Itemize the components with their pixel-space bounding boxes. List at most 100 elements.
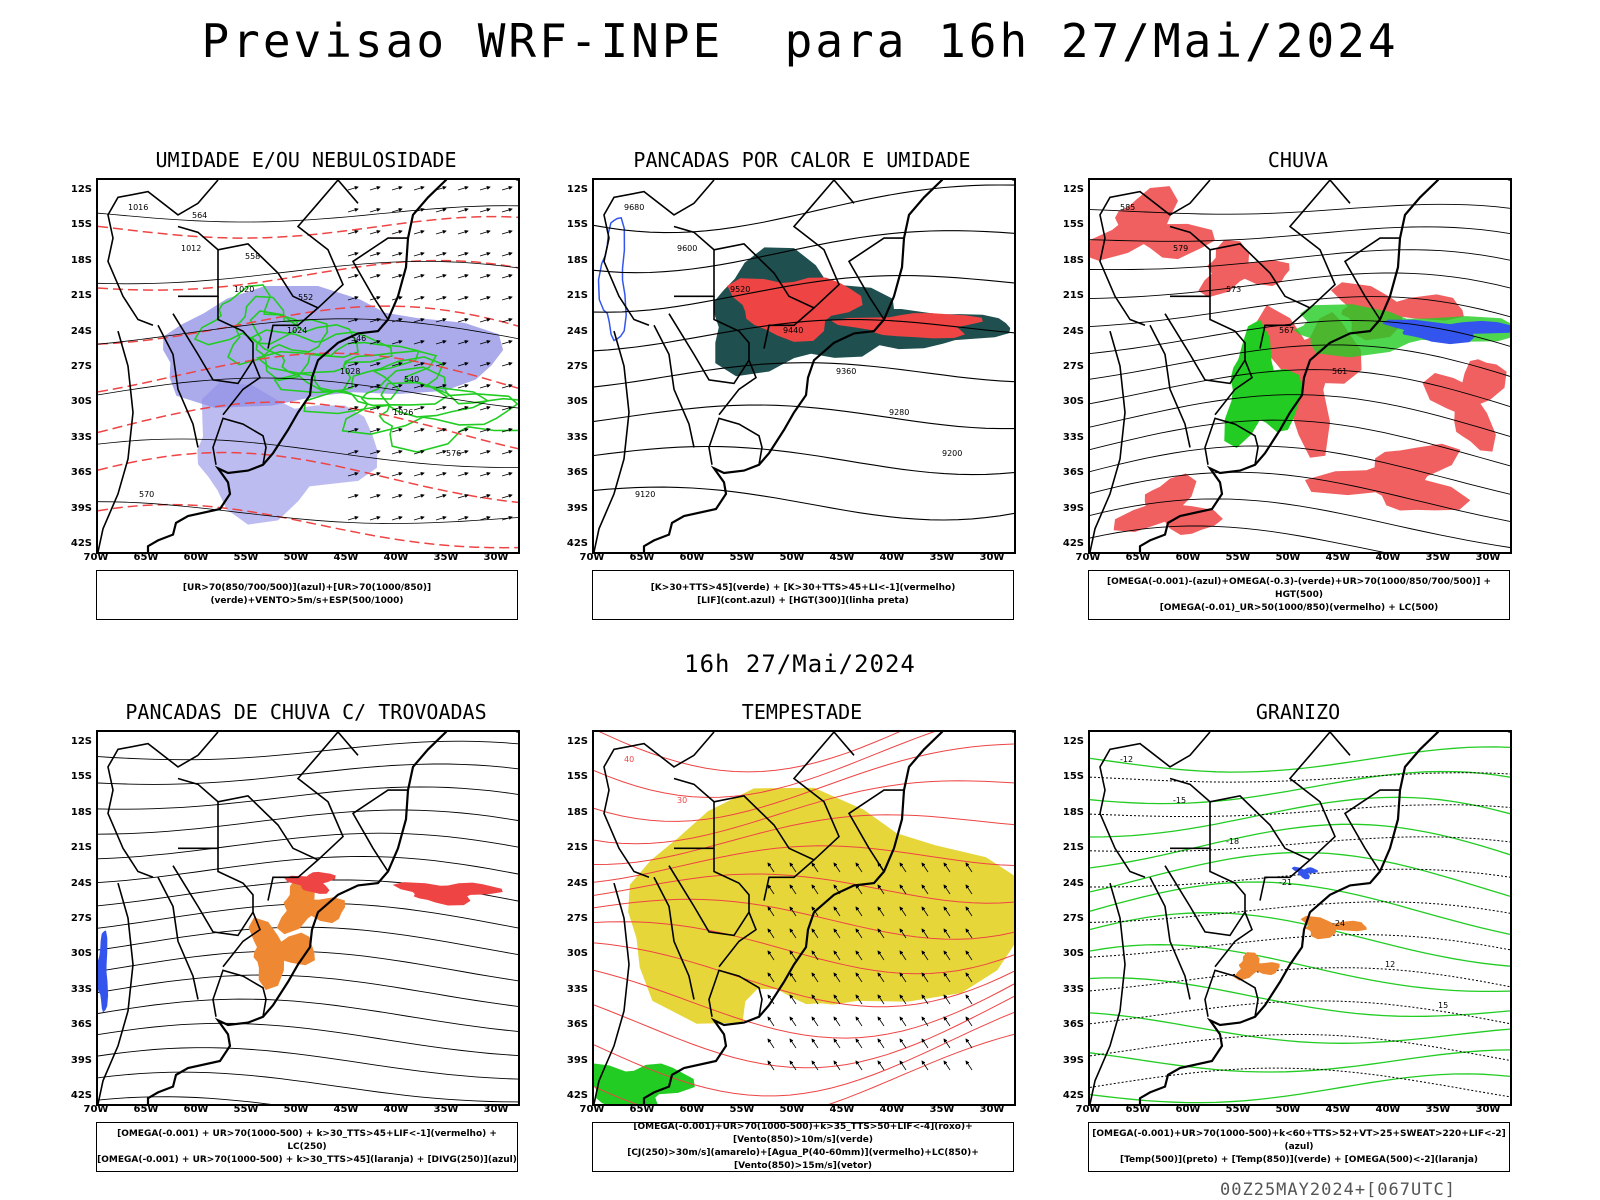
lon-tick-label: 35W	[1425, 552, 1451, 563]
country-border	[172, 848, 254, 937]
country-border	[212, 417, 267, 465]
temp-500-line	[1090, 836, 1510, 852]
wind-vector	[943, 994, 951, 1005]
wind-vector	[457, 450, 469, 455]
wind-vector	[767, 972, 775, 983]
contour-label: 9360	[836, 367, 856, 376]
wind-vector	[369, 252, 381, 257]
wind-vector	[501, 406, 513, 411]
temp-500-line	[1090, 772, 1510, 783]
wind-vector	[501, 318, 513, 323]
lat-tick-label: 30S	[566, 948, 588, 960]
streamline	[98, 763, 518, 785]
wind-vector	[457, 274, 469, 279]
country-border	[1099, 180, 1211, 327]
streamline	[98, 809, 518, 835]
thickness-line	[98, 259, 518, 291]
wind-vector	[943, 906, 951, 917]
wind-vector	[811, 950, 819, 961]
wind-vector	[413, 274, 425, 279]
country-border	[351, 789, 408, 872]
lat-tick-label: 12S	[1062, 736, 1084, 747]
lon-tick-label: 50W	[1275, 552, 1301, 563]
wind-vector	[391, 450, 403, 455]
wind-vector	[347, 428, 359, 433]
wind-vector	[413, 494, 425, 499]
wind-vector	[347, 252, 359, 257]
wind-vector	[479, 428, 491, 433]
lat-tick-label: 30S	[566, 396, 588, 408]
wind-vector	[811, 972, 819, 983]
lon-tick-label: 70W	[83, 1104, 109, 1115]
contour-label: 570	[139, 490, 154, 499]
lat-tick-label: 39S	[566, 502, 588, 514]
wind-vector	[965, 928, 973, 939]
wind-vector	[877, 994, 885, 1005]
wind-vector	[369, 472, 381, 477]
country-border	[1204, 969, 1259, 1017]
lat-tick-label: 30S	[1062, 948, 1084, 960]
wind-vector	[479, 516, 491, 521]
wind-vector	[899, 972, 907, 983]
pressure-line	[98, 318, 518, 345]
panel-title-5: TEMPESTADE	[741, 700, 863, 724]
map-panel-3: 585 579 573 567 561	[1088, 178, 1512, 554]
legend-box-6: [OMEGA(-0.001)+UR>70(1000-500)+k<60+TTS>…	[1088, 1122, 1510, 1172]
legend-line: [OMEGA(-0.001)+UR>70(1000-500)+k>35_TTS>…	[633, 1122, 973, 1145]
contour-label: 12	[1385, 960, 1395, 969]
wind-vector	[479, 494, 491, 499]
map-canvas: 1016 1012 1020 1024 1028 1026 576 570 564 558 552 5…	[98, 180, 518, 552]
lon-tick-label: 30W	[1475, 552, 1501, 563]
height-line	[1090, 419, 1510, 467]
wind-vector	[435, 362, 447, 367]
lon-tick-label: 30W	[1475, 1104, 1501, 1115]
lat-tick-label: 33S	[566, 431, 588, 443]
streamline-850	[594, 996, 1014, 1069]
wind-vector	[457, 296, 469, 301]
wind-vector	[943, 972, 951, 983]
height-line	[1090, 249, 1510, 271]
height-line	[594, 274, 1014, 313]
streamline	[98, 1096, 272, 1104]
wind-vector	[767, 906, 775, 917]
wind-vector	[767, 994, 775, 1005]
country-border	[212, 969, 267, 1017]
streamline-850	[594, 814, 1014, 865]
contour-label: 40	[624, 755, 634, 764]
wind-vector	[391, 318, 403, 323]
wind-vector	[789, 994, 797, 1005]
wind-vector	[457, 406, 469, 411]
lat-tick-label: 18S	[70, 806, 92, 818]
lat-tick-label: 21S	[1062, 842, 1084, 854]
wind-vector	[921, 884, 929, 895]
streamline-850	[594, 1011, 1014, 1097]
wind-vector	[501, 516, 513, 521]
lat-tick-label: 36S	[70, 467, 92, 479]
humidity-contour	[341, 366, 518, 436]
lat-tick-label: 27S	[70, 361, 92, 372]
lon-tick-label: 60W	[679, 552, 705, 563]
wind-vector	[369, 230, 381, 235]
humidity-area	[197, 382, 378, 525]
country-border	[1259, 732, 1351, 901]
country-border	[1149, 876, 1191, 1000]
map-panel-6: -12 -15 -18 -21 -24 12 15	[1088, 730, 1512, 1106]
lon-tick-label: 65W	[1125, 552, 1151, 563]
lon-tick-label: 35W	[1425, 1104, 1451, 1115]
lat-tick-label: 15S	[70, 771, 92, 783]
streamline	[98, 926, 518, 956]
contour-label: 585	[1120, 203, 1135, 212]
lon-tick-label: 65W	[133, 1104, 159, 1115]
wind-vector	[435, 428, 447, 433]
lat-tick-label: 24S	[70, 325, 92, 337]
wind-vector	[789, 928, 797, 939]
wind-vector	[347, 516, 359, 521]
wind-vector	[435, 494, 447, 499]
lat-tick-label: 18S	[566, 806, 588, 818]
contour-label: 1026	[393, 408, 413, 417]
lat-tick-label: 24S	[566, 877, 588, 889]
temp-850-line	[1090, 881, 1510, 936]
lat-tick-label: 27S	[1062, 913, 1084, 924]
lon-tick-label: 70W	[1075, 552, 1101, 563]
contour-label: 1020	[234, 285, 254, 294]
